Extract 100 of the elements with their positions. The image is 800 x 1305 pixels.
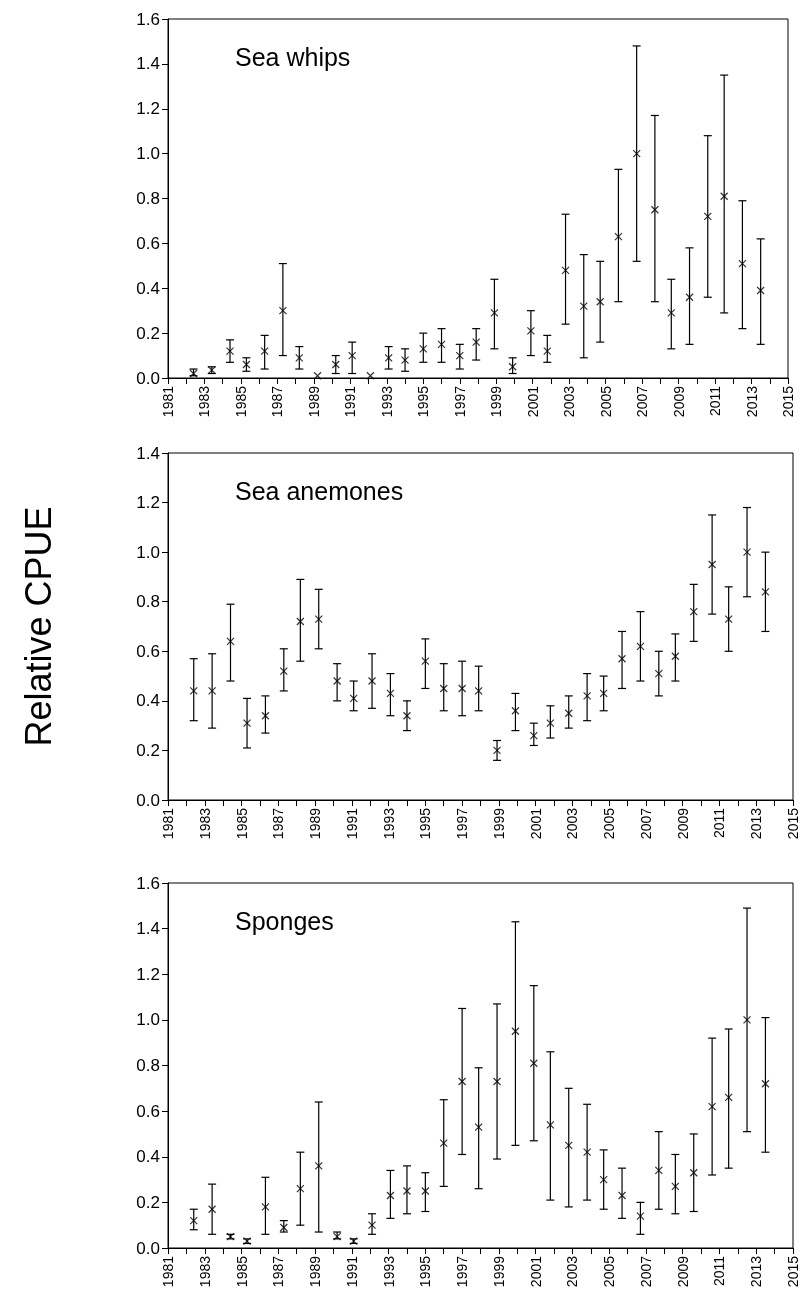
- point: [295, 353, 304, 362]
- point: [260, 346, 269, 356]
- x-tick-label: 2009: [674, 807, 691, 840]
- point: [490, 308, 499, 318]
- point: [599, 1175, 608, 1184]
- x-tick-label: 1993: [380, 807, 397, 840]
- point: [529, 1059, 538, 1068]
- point: [208, 686, 217, 696]
- x-tick-label: 2009: [674, 1255, 691, 1288]
- x-tick-label: 2005: [597, 385, 614, 418]
- point: [419, 344, 428, 353]
- text: 1.0: [136, 1010, 160, 1030]
- point: [543, 346, 552, 356]
- point: [599, 689, 608, 698]
- point: [492, 1077, 502, 1086]
- point: [226, 637, 235, 646]
- point: [458, 1077, 467, 1086]
- point: [529, 731, 538, 740]
- point: [402, 711, 412, 720]
- x-tick-label: 1999: [490, 807, 507, 840]
- y-tick-label: 0.4: [136, 1147, 160, 1167]
- x-tick-label: 1997: [454, 807, 471, 840]
- point: [402, 1186, 412, 1196]
- point: [314, 614, 323, 624]
- y-tick-label: 1.2: [136, 964, 160, 984]
- point: [331, 360, 340, 369]
- y-tick-label: 0.4: [136, 691, 160, 711]
- x-tick-label: 1991: [343, 1255, 360, 1288]
- text: Sea whips: [235, 42, 351, 71]
- point: [439, 684, 448, 693]
- point: [724, 614, 733, 624]
- x-tick-label: 1993: [378, 385, 395, 418]
- point: [546, 1120, 555, 1129]
- point: [508, 362, 517, 371]
- y-tick-label: 1.6: [136, 9, 160, 29]
- y-tick-label: 0.4: [136, 278, 160, 298]
- point: [689, 607, 698, 616]
- x-tick-label: 2011: [711, 1255, 728, 1287]
- x-tick-label: 1993: [380, 1255, 397, 1288]
- y-tick-label: 0.6: [136, 1101, 160, 1121]
- point: [367, 676, 377, 686]
- point: [296, 617, 305, 626]
- text: Sponges: [235, 906, 334, 935]
- x-tick-label: 1989: [307, 1255, 324, 1288]
- x-tick-label: 1985: [232, 385, 249, 418]
- x-tick-label: 1999: [490, 1255, 507, 1288]
- x-tick-label: 2005: [601, 1255, 618, 1288]
- point: [614, 232, 623, 241]
- point: [654, 669, 663, 678]
- point: [384, 353, 393, 362]
- point: [348, 351, 357, 360]
- x-tick-label: 1981: [160, 385, 176, 418]
- point: [632, 149, 641, 158]
- y-tick-label: 1.4: [136, 919, 160, 939]
- x-tick-label: 2013: [748, 807, 765, 840]
- point: [724, 1093, 733, 1102]
- point: [689, 1168, 698, 1177]
- point: [386, 1191, 395, 1200]
- point: [421, 1186, 430, 1196]
- point: [617, 654, 627, 663]
- point: [278, 306, 287, 315]
- point: [208, 1205, 217, 1214]
- point: [720, 192, 729, 201]
- text: 1.0: [136, 542, 160, 562]
- y-tick-label: 0.2: [136, 323, 160, 343]
- point: [511, 1027, 520, 1036]
- x-tick-label: 1987: [270, 807, 287, 840]
- point: [708, 1102, 717, 1111]
- point: [472, 338, 481, 347]
- point: [561, 266, 570, 275]
- point: [474, 1122, 483, 1132]
- x-tick-label: 1989: [305, 385, 322, 418]
- point: [742, 1015, 752, 1024]
- x-tick-label: 2011: [711, 807, 728, 839]
- x-tick-label: 2007: [634, 385, 651, 418]
- y-tick-label: 0.6: [136, 233, 160, 253]
- x-tick-label: 1991: [342, 385, 359, 418]
- y-tick-label: 0.8: [136, 592, 160, 612]
- point: [189, 686, 198, 696]
- x-tick-label: 2001: [527, 1255, 544, 1288]
- point: [400, 355, 410, 365]
- point: [189, 1216, 198, 1225]
- point: [261, 711, 270, 720]
- point: [742, 548, 752, 557]
- point: [511, 706, 520, 715]
- point: [761, 1079, 770, 1088]
- x-tick-label: 1981: [160, 807, 176, 840]
- x-tick-label: 1995: [417, 807, 434, 840]
- y-tick-label: 0.6: [136, 641, 160, 661]
- point: [314, 1161, 323, 1170]
- x-tick-label: 2007: [637, 1255, 654, 1288]
- point: [261, 1202, 270, 1212]
- point: [386, 689, 395, 698]
- x-tick-label: 2009: [670, 385, 687, 418]
- x-tick-label: 2005: [601, 807, 618, 840]
- x-tick-label: 1983: [196, 385, 213, 418]
- text: 0.0: [136, 790, 160, 810]
- point: [738, 259, 747, 268]
- y-tick-label: 1.2: [136, 493, 160, 513]
- point: [761, 587, 770, 596]
